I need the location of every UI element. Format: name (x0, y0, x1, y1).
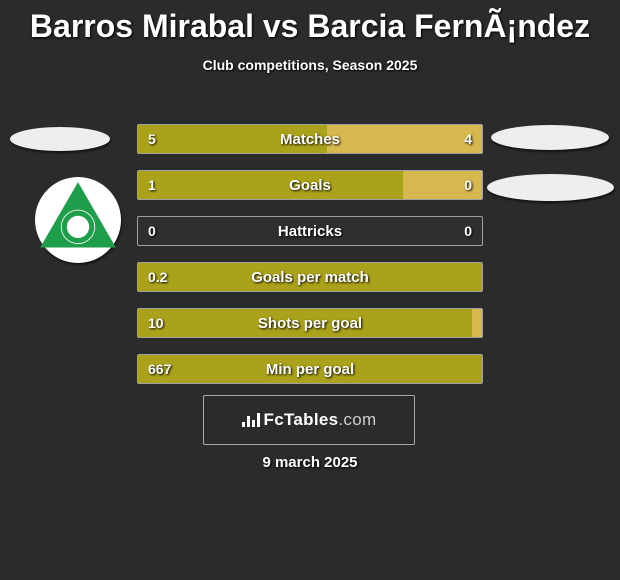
stat-bar-left (138, 171, 403, 199)
stat-row: Matches54 (137, 124, 483, 154)
brand-domain: .com (338, 410, 376, 429)
stat-row: Goals per match0.2 (137, 262, 483, 292)
left-team-oval (10, 127, 110, 151)
brand-text: FcTables.com (264, 410, 377, 430)
stat-label: Hattricks (138, 217, 482, 245)
stat-row: Goals10 (137, 170, 483, 200)
right-team-oval-top (491, 125, 609, 150)
stat-value-left: 0 (148, 217, 156, 245)
stat-row: Shots per goal10 (137, 308, 483, 338)
subtitle: Club competitions, Season 2025 (0, 57, 620, 73)
stat-row: Min per goal667 (137, 354, 483, 384)
page-title: Barros Mirabal vs Barcia FernÃ¡ndez (0, 0, 620, 45)
brand-bars-icon (242, 413, 260, 427)
stat-value-right: 0 (464, 217, 472, 245)
stat-bar-right (403, 171, 482, 199)
brand-box[interactable]: FcTables.com (203, 395, 415, 445)
date-label: 9 march 2025 (0, 454, 620, 471)
right-team-oval-bottom (487, 174, 614, 201)
stat-bar-right (327, 125, 482, 153)
stat-row: Hattricks0 0 (137, 216, 483, 246)
stat-bar-left (138, 263, 482, 291)
left-club-logo (35, 177, 121, 263)
brand-name: FcTables (264, 410, 339, 429)
stat-bar-right (472, 309, 482, 337)
stat-bar-left (138, 309, 472, 337)
comparison-bars: Matches54 Goals10 Hattricks0 0 Goals per mat… (137, 124, 483, 400)
stat-bar-left (138, 125, 327, 153)
stat-bar-left (138, 355, 482, 383)
